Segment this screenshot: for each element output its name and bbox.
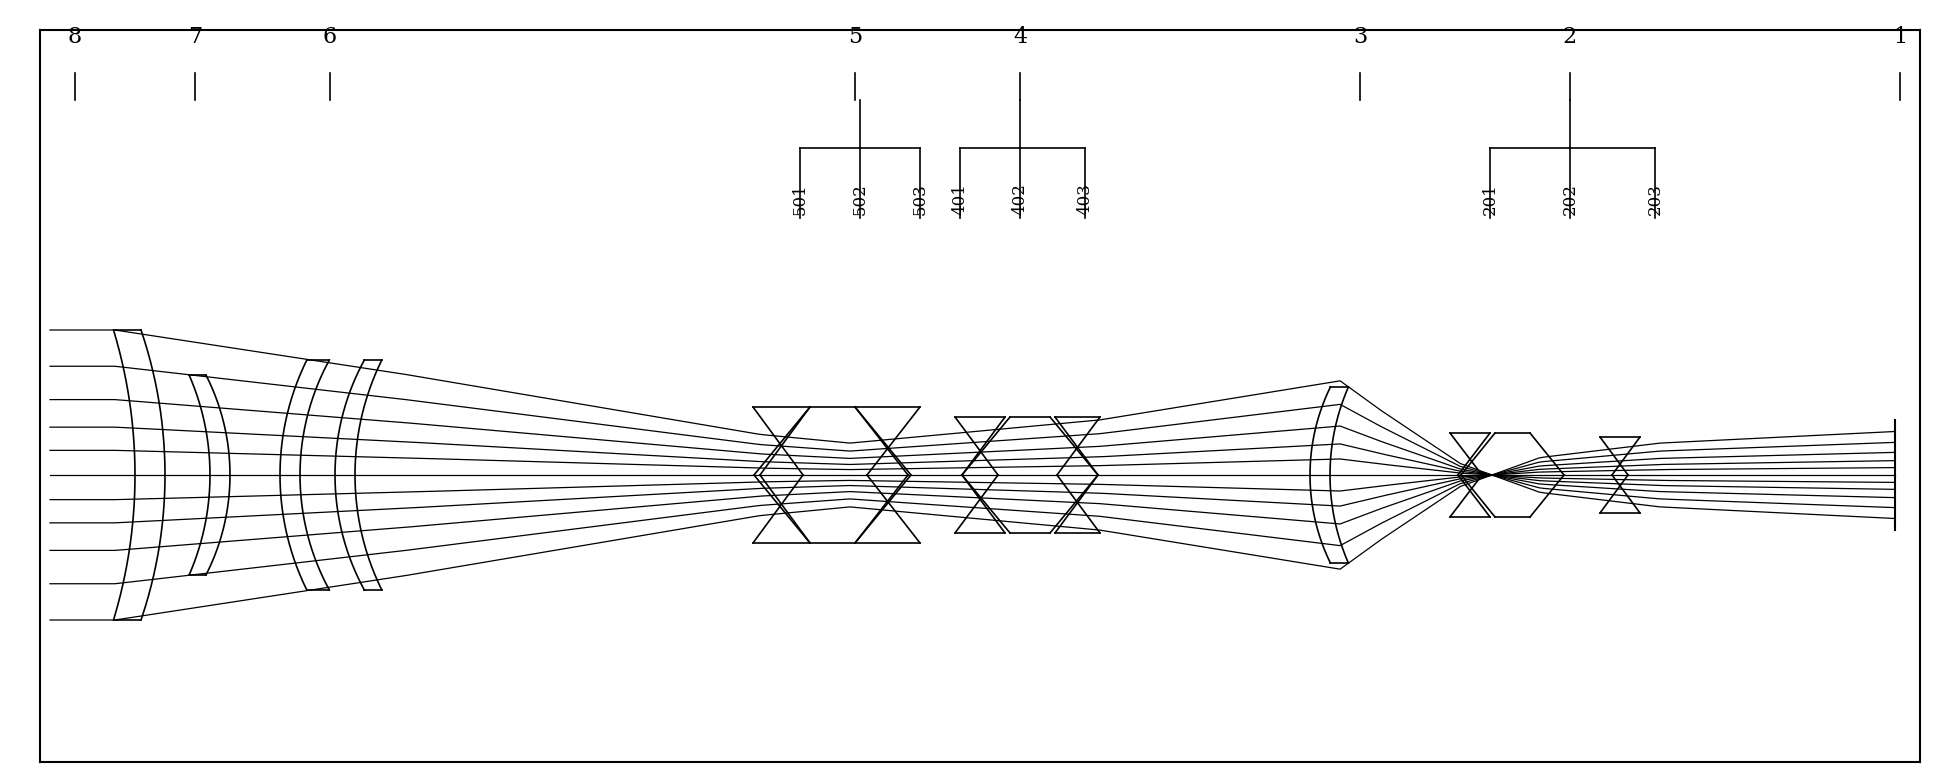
- Text: 401: 401: [951, 183, 968, 215]
- Text: 1: 1: [1893, 26, 1907, 48]
- Text: 403: 403: [1076, 183, 1094, 215]
- Text: 3: 3: [1353, 26, 1367, 48]
- Text: 203: 203: [1646, 183, 1663, 215]
- Text: 202: 202: [1562, 183, 1578, 215]
- Text: 8: 8: [68, 26, 81, 48]
- Text: 402: 402: [1011, 183, 1028, 215]
- Text: 2: 2: [1562, 26, 1578, 48]
- Text: 5: 5: [848, 26, 862, 48]
- Text: 6: 6: [323, 26, 337, 48]
- Text: 7: 7: [188, 26, 201, 48]
- Text: 501: 501: [792, 183, 809, 215]
- Text: 503: 503: [912, 183, 929, 215]
- Text: 502: 502: [852, 183, 869, 215]
- Text: 201: 201: [1481, 183, 1498, 215]
- Text: 4: 4: [1013, 26, 1028, 48]
